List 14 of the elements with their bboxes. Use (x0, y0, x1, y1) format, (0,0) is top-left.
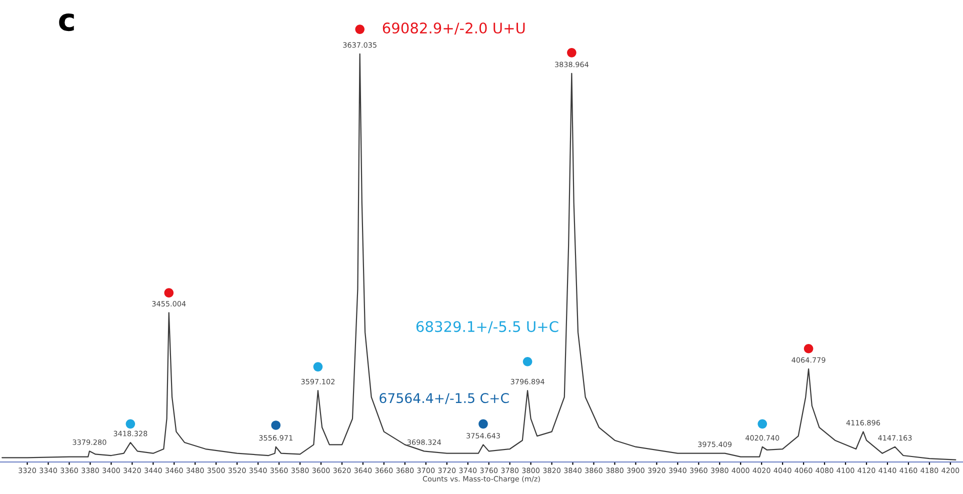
series-label: 69082.9+/-2.0 U+U (382, 22, 525, 35)
point (567, 48, 576, 58)
annotation: c (59, 14, 74, 32)
text: 68329.1+/-5.5 U+C (416, 321, 558, 334)
point (126, 419, 136, 429)
point (164, 288, 174, 298)
point (804, 344, 814, 354)
text: 67564.4+/-1.5 C+C (380, 393, 509, 404)
point (355, 24, 365, 34)
point (522, 356, 532, 366)
point (478, 419, 488, 429)
point (313, 362, 323, 372)
point (758, 419, 768, 429)
point (271, 420, 281, 430)
